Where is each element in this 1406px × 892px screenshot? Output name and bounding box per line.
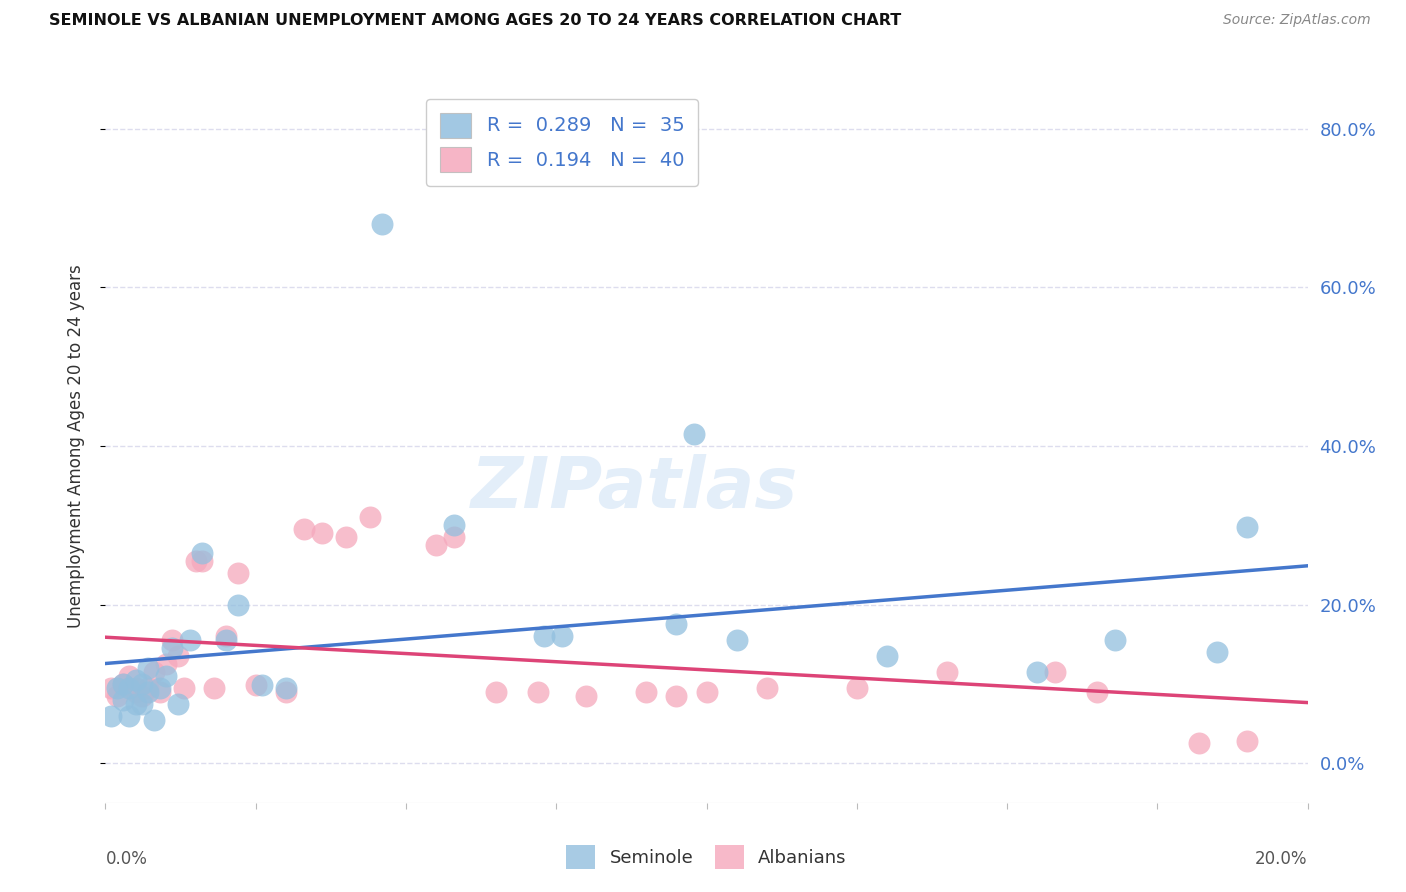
Point [443, 530, 465, 544]
Point [190, 554, 212, 568]
Text: 0.0%: 0.0% [105, 850, 148, 869]
Point [148, 685, 170, 699]
Point [1104, 633, 1126, 648]
Point [755, 681, 778, 695]
Point [118, 669, 141, 683]
Point [155, 657, 177, 671]
Point [665, 617, 688, 632]
Point [112, 677, 135, 691]
Point [112, 677, 135, 691]
Point [311, 526, 333, 541]
Point [160, 641, 183, 656]
Point [335, 530, 357, 544]
Point [136, 681, 159, 695]
Point [636, 685, 658, 699]
Point [443, 518, 465, 533]
Point [696, 685, 718, 699]
Point [124, 673, 146, 687]
Point [1236, 734, 1258, 748]
Point [179, 633, 201, 648]
Point [166, 697, 188, 711]
Point [100, 681, 122, 695]
Point [1188, 736, 1211, 750]
Point [725, 633, 748, 648]
Point [533, 629, 555, 643]
Point [665, 689, 688, 703]
Point [184, 554, 207, 568]
Point [160, 633, 183, 648]
Text: SEMINOLE VS ALBANIAN UNEMPLOYMENT AMONG AGES 20 TO 24 YEARS CORRELATION CHART: SEMINOLE VS ALBANIAN UNEMPLOYMENT AMONG … [49, 13, 901, 29]
Point [118, 681, 141, 695]
Point [1206, 645, 1229, 659]
Legend: Seminole, Albanians: Seminole, Albanians [560, 838, 853, 876]
Point [274, 685, 297, 699]
Point [142, 665, 165, 679]
Point [107, 689, 129, 703]
Text: 20.0%: 20.0% [1256, 850, 1308, 869]
Point [359, 510, 381, 524]
Point [214, 633, 236, 648]
Text: Source: ZipAtlas.com: Source: ZipAtlas.com [1223, 13, 1371, 28]
Point [527, 685, 550, 699]
Point [118, 708, 141, 723]
Point [142, 713, 165, 727]
Point [683, 427, 706, 442]
Point [131, 677, 153, 691]
Point [485, 685, 508, 699]
Point [226, 598, 249, 612]
Point [124, 681, 146, 695]
Point [166, 649, 188, 664]
Point [936, 665, 959, 679]
Point [1085, 685, 1108, 699]
Point [107, 681, 129, 695]
Point [876, 649, 898, 664]
Point [155, 669, 177, 683]
Point [136, 685, 159, 699]
Point [425, 538, 447, 552]
Point [148, 681, 170, 695]
Point [551, 629, 574, 643]
Point [131, 689, 153, 703]
Y-axis label: Unemployment Among Ages 20 to 24 years: Unemployment Among Ages 20 to 24 years [66, 264, 84, 628]
Point [124, 697, 146, 711]
Point [575, 689, 598, 703]
Point [845, 681, 868, 695]
Point [100, 708, 122, 723]
Point [226, 566, 249, 580]
Point [250, 678, 273, 692]
Point [1026, 665, 1049, 679]
Point [173, 681, 195, 695]
Point [371, 217, 394, 231]
Point [245, 678, 267, 692]
Point [274, 681, 297, 695]
Point [136, 661, 159, 675]
Text: ZIPatlas: ZIPatlas [471, 454, 799, 524]
Point [131, 697, 153, 711]
Point [1043, 665, 1066, 679]
Point [1236, 520, 1258, 534]
Point [202, 681, 225, 695]
Point [112, 692, 135, 706]
Point [124, 685, 146, 699]
Point [190, 546, 212, 560]
Point [214, 629, 236, 643]
Point [292, 522, 315, 536]
